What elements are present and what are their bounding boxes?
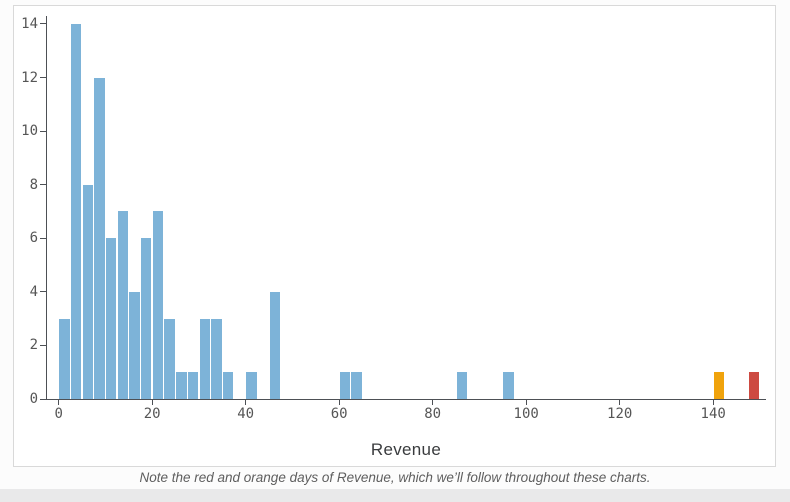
x-tick — [525, 399, 527, 405]
histogram-bar-blue — [106, 238, 117, 399]
y-tick-label: 0 — [29, 391, 38, 407]
histogram-bar-blue — [70, 23, 82, 399]
histogram-bar-blue — [141, 238, 152, 399]
x-tick-label: 60 — [330, 406, 348, 422]
y-tick — [40, 23, 46, 25]
x-tick-label: 20 — [143, 406, 161, 422]
histogram-bar-blue — [339, 372, 351, 399]
y-axis-line — [46, 16, 47, 399]
x-axis-title: Revenue — [370, 440, 442, 459]
histogram-bar-blue — [59, 318, 70, 399]
histogram-bar-orange — [713, 372, 725, 399]
chart-card: 0 20 40 60 80 100 120 140 0 2 4 6 8 10 12 14 Revenue — [13, 5, 776, 467]
y-tick-label: 2 — [29, 337, 38, 354]
histogram-bar-blue — [164, 318, 175, 399]
histogram-bar-blue — [187, 372, 199, 399]
histogram-bar-red — [748, 372, 760, 399]
histogram-bar-blue — [456, 372, 468, 399]
histogram-bar-blue — [211, 318, 222, 399]
histogram-bar-blue — [129, 291, 140, 399]
plot-area: 0 20 40 60 80 100 120 140 0 2 4 6 8 10 12 14 Revenue — [14, 6, 775, 466]
x-tick-label: 80 — [424, 406, 442, 422]
y-tick — [40, 130, 46, 132]
y-tick-label: 8 — [29, 176, 38, 193]
x-tick — [338, 399, 340, 405]
x-tick — [432, 399, 434, 405]
histogram-bar-blue — [246, 372, 257, 399]
histogram-bar-blue — [176, 372, 187, 399]
histogram-bar-blue — [94, 77, 105, 399]
y-tick — [40, 291, 46, 293]
histogram-bar-blue — [503, 372, 514, 399]
histogram-bar-blue — [222, 372, 234, 399]
x-tick — [58, 399, 60, 405]
bottom-strip — [0, 489, 790, 502]
y-tick — [40, 344, 46, 346]
caption: Note the red and orange days of Revenue,… — [139, 470, 651, 485]
x-tick — [619, 399, 621, 405]
x-tick-label: 0 — [54, 406, 63, 422]
histogram-bar-blue — [269, 291, 281, 399]
x-axis-line — [46, 399, 766, 400]
y-tick-label: 10 — [21, 123, 38, 140]
x-tick-label: 40 — [237, 406, 255, 422]
histogram-bar-blue — [152, 211, 164, 399]
x-tick-label: 120 — [607, 406, 633, 422]
x-tick-label: 140 — [700, 406, 726, 422]
x-tick — [151, 399, 153, 405]
x-tick-label: 100 — [513, 406, 539, 422]
y-tick-label: 6 — [29, 230, 38, 247]
y-tick-label: 12 — [21, 69, 38, 86]
x-tick — [712, 399, 714, 405]
y-tick-label: 4 — [29, 283, 38, 300]
histogram-bar-blue — [351, 372, 362, 399]
y-tick-label: 14 — [21, 15, 38, 32]
y-tick — [40, 237, 46, 239]
y-tick — [40, 398, 46, 400]
x-tick — [245, 399, 247, 405]
histogram-bar-blue — [199, 318, 210, 399]
histogram-bar-blue — [117, 211, 129, 399]
histogram-bar-blue — [82, 184, 94, 399]
y-tick — [40, 77, 46, 79]
y-tick — [40, 184, 46, 186]
